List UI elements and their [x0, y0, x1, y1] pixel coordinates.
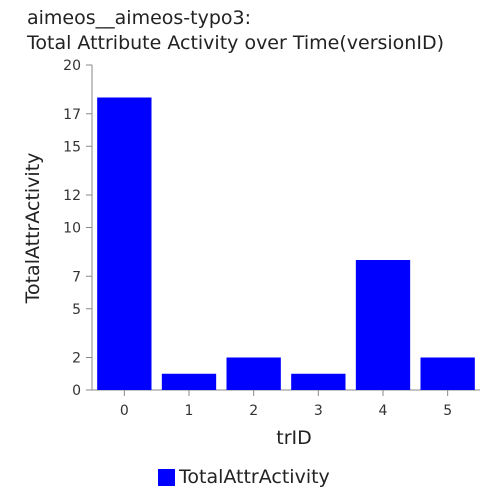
- axes: [86, 64, 480, 396]
- bars: [97, 97, 475, 390]
- y-tick-label: 5: [72, 302, 81, 318]
- x-tick-label: 0: [120, 403, 129, 419]
- chart-title-line-2: Total Attribute Activity over Time(versi…: [27, 32, 444, 54]
- x-tick-label: 3: [314, 403, 323, 419]
- y-axis-label: TotalAttrActivity: [22, 153, 44, 305]
- y-tick-label: 0: [72, 383, 81, 399]
- y-tick-label: 17: [63, 107, 81, 123]
- bar: [161, 373, 217, 390]
- y-tick-label: 12: [63, 188, 81, 204]
- bar: [226, 357, 281, 390]
- x-tick-label: 4: [379, 403, 388, 419]
- x-tick-label: 5: [443, 403, 452, 419]
- y-tick-label: 15: [63, 139, 81, 155]
- chart-title: aimeos__aimeos-typo3: Total Attribute Ac…: [27, 6, 444, 56]
- y-tick-label: 10: [63, 221, 81, 237]
- chart-title-line-1: aimeos__aimeos-typo3:: [27, 7, 252, 29]
- y-tick-label: 2: [72, 351, 81, 367]
- bar: [420, 357, 475, 390]
- y-tick-label: 20: [63, 58, 81, 74]
- x-tick-label: 2: [249, 403, 258, 419]
- legend-label: TotalAttrActivity: [179, 466, 330, 488]
- y-tick-label: 7: [72, 269, 81, 285]
- bar: [291, 373, 346, 390]
- x-tick-label: 1: [185, 403, 194, 419]
- legend: TotalAttrActivity: [158, 466, 330, 488]
- x-axis-label: trID: [276, 427, 312, 449]
- bar: [97, 97, 152, 390]
- legend-swatch: [158, 468, 175, 486]
- bar: [355, 260, 411, 390]
